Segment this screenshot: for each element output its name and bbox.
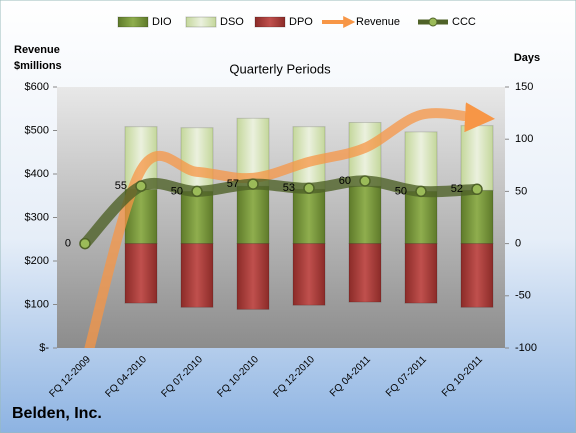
line-point xyxy=(415,185,427,198)
legend-label: DSO xyxy=(220,16,244,28)
legend-swatch xyxy=(428,17,438,27)
legend-swatch xyxy=(254,16,286,28)
bar xyxy=(180,127,214,192)
y2-tick-label: -100 xyxy=(515,342,537,354)
y-tick-label: $200 xyxy=(25,255,49,267)
data-label: 50 xyxy=(395,185,407,197)
data-label: 0 xyxy=(65,238,71,250)
bar xyxy=(404,243,438,304)
y-axis-label: $millions xyxy=(14,60,62,72)
bar xyxy=(292,243,326,306)
y2-tick-label: -50 xyxy=(515,290,531,302)
data-label: 55 xyxy=(115,180,127,192)
bar xyxy=(236,243,270,310)
bar xyxy=(404,190,438,245)
y2-tick-label: 150 xyxy=(515,81,533,93)
data-label: 53 xyxy=(283,182,295,194)
bar xyxy=(180,243,214,308)
bar xyxy=(404,131,438,192)
data-label: 52 xyxy=(451,183,463,195)
bar xyxy=(292,188,326,245)
y2-tick-label: 0 xyxy=(515,238,521,250)
data-label: 50 xyxy=(171,185,183,197)
line-point xyxy=(79,237,91,250)
line-point xyxy=(359,175,371,187)
bar xyxy=(460,243,494,308)
line-point xyxy=(303,182,315,195)
line-point xyxy=(135,180,147,192)
y-tick-label: $600 xyxy=(25,81,49,93)
legend: DIO DSO DPO Revenue CCC xyxy=(117,16,476,28)
y-tick-label: $300 xyxy=(25,211,49,223)
bar xyxy=(180,190,214,245)
y-tick-label: $- xyxy=(39,342,49,354)
bar xyxy=(348,185,382,245)
legend-swatch xyxy=(185,16,217,28)
bar xyxy=(124,243,158,304)
line-point xyxy=(247,178,259,190)
legend-label: CCC xyxy=(452,16,476,28)
legend-swatch xyxy=(117,16,149,28)
data-label: 60 xyxy=(339,175,351,187)
y2-tick-label: 50 xyxy=(515,185,527,197)
chart-title: Quarterly Periods xyxy=(229,61,331,76)
legend-label: DPO xyxy=(289,16,313,28)
line-point xyxy=(191,185,203,198)
y2-axis-label: Days xyxy=(514,52,540,64)
bar xyxy=(460,189,494,245)
line-point xyxy=(471,183,483,196)
bar xyxy=(236,185,270,245)
footer: Belden, Inc. xyxy=(12,405,102,422)
bar xyxy=(348,243,382,303)
y-tick-label: $100 xyxy=(25,298,49,310)
data-label: 57 xyxy=(227,178,239,190)
y-axis-label: Revenue xyxy=(14,44,60,56)
y-tick-label: $500 xyxy=(25,124,49,136)
legend-label: Revenue xyxy=(356,16,400,28)
legend-label: DIO xyxy=(152,16,172,28)
y2-tick-label: 100 xyxy=(515,133,533,145)
y-tick-label: $400 xyxy=(25,168,49,180)
bar xyxy=(460,125,494,191)
